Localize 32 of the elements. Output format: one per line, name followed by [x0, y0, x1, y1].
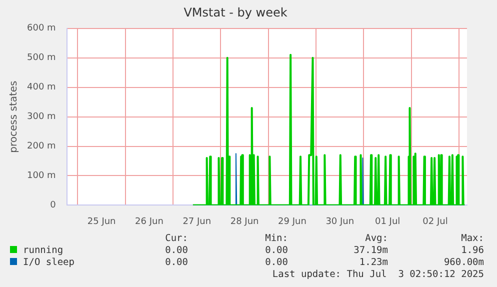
- text: 1.23m: [358, 257, 388, 269]
- x-tick-label: 25 Jun: [87, 216, 116, 227]
- text: 0.00: [164, 245, 188, 257]
- x-tick-label: 26 Jun: [135, 216, 164, 227]
- y-axis-title: process states: [8, 80, 20, 153]
- y-tick-label: 400 m: [26, 82, 56, 93]
- text: 1.96: [460, 245, 484, 257]
- text: Min:: [264, 233, 288, 245]
- x-tick-label: 28 Jun: [230, 216, 259, 227]
- x-tick-label: 30 Jun: [326, 216, 354, 227]
- text: Cur:: [164, 233, 188, 245]
- legend-label: I/O sleep: [22, 257, 76, 269]
- y-tick-label: 500 m: [26, 53, 56, 64]
- chart-title: VMstat - by week: [184, 5, 288, 20]
- legend-label: running: [22, 245, 64, 257]
- text: 37.19m: [352, 245, 388, 257]
- y-tick-label: 600 m: [26, 24, 56, 34]
- x-tick-label: 29 Jun: [278, 216, 306, 227]
- y-tick-label: 300 m: [26, 112, 56, 122]
- y-tick-label: 0: [50, 200, 56, 211]
- text: Last update: Thu Jul 3 02:50:12 2025: [272, 269, 484, 280]
- text: Max:: [460, 233, 484, 245]
- text: Avg:: [364, 233, 388, 245]
- text: 0.00: [264, 257, 288, 269]
- text: 0.00: [164, 257, 188, 269]
- x-tick-label: 02 Jul: [422, 216, 448, 227]
- text: 0.00: [264, 245, 288, 257]
- y-tick-label: 100 m: [26, 171, 56, 182]
- x-tick-label: 27 Jun: [182, 216, 212, 227]
- y-tick-label: 200 m: [26, 142, 56, 152]
- x-tick-label: 01 Jul: [374, 216, 400, 227]
- text: 960.00m: [442, 257, 484, 269]
